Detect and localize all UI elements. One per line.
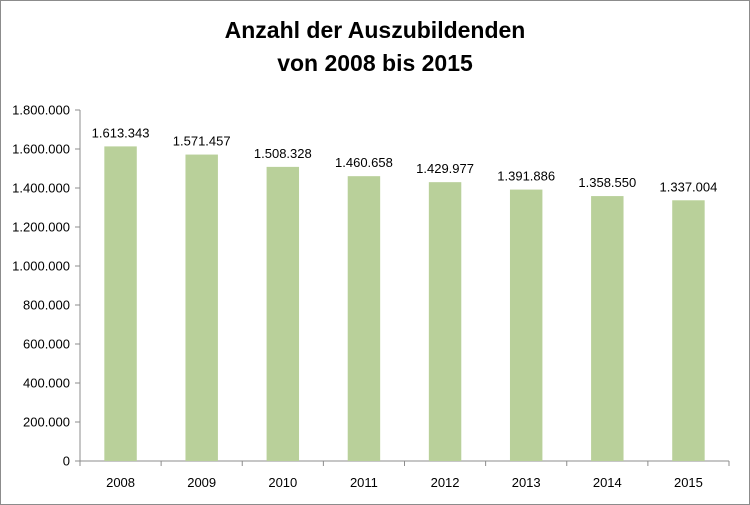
y-tick-label: 600.000: [23, 337, 70, 352]
bar: [347, 176, 381, 461]
bar: [591, 196, 624, 461]
x-tick-label: 2013: [512, 475, 541, 490]
bar: [672, 200, 705, 461]
x-tick-label: 2011: [350, 475, 378, 490]
y-tick-label: 200.000: [23, 415, 70, 430]
x-tick-label: 2014: [593, 475, 622, 490]
data-label: 1.337.004: [660, 179, 718, 194]
x-tick-label: 2009: [187, 475, 216, 490]
y-tick-label: 1.000.000: [12, 259, 70, 274]
x-tick-label: 2008: [106, 475, 135, 490]
data-label: 1.429.977: [416, 161, 474, 176]
y-tick-label: 800.000: [23, 298, 70, 313]
data-label: 1.508.328: [254, 146, 312, 161]
y-tick-label: 1.200.000: [12, 220, 70, 235]
bar: [428, 182, 462, 461]
chart-title-line-2: von 2008 bis 2015: [277, 50, 473, 76]
chart-title: Anzahl der Auszubildenden von 2008 bis 2…: [0, 14, 750, 80]
data-label: 1.358.550: [578, 175, 636, 190]
y-tick-label: 0: [63, 454, 70, 469]
x-tick-label: 2010: [268, 475, 297, 490]
data-label: 1.613.343: [92, 125, 150, 140]
y-tick-label: 1.800.000: [12, 103, 70, 118]
bar: [185, 154, 218, 461]
bar: [266, 166, 300, 461]
y-tick-label: 1.400.000: [12, 181, 70, 196]
y-tick-label: 400.000: [23, 376, 70, 391]
bar: [509, 189, 543, 462]
x-tick-label: 2015: [674, 475, 703, 490]
x-tick-label: 2012: [431, 475, 460, 490]
y-tick-label: 1.600.000: [12, 142, 70, 157]
data-label: 1.460.658: [335, 155, 393, 170]
chart-title-line-1: Anzahl der Auszubildenden: [224, 17, 526, 43]
data-label: 1.391.886: [497, 169, 555, 184]
data-label: 1.571.457: [173, 134, 231, 149]
bar: [104, 146, 137, 461]
